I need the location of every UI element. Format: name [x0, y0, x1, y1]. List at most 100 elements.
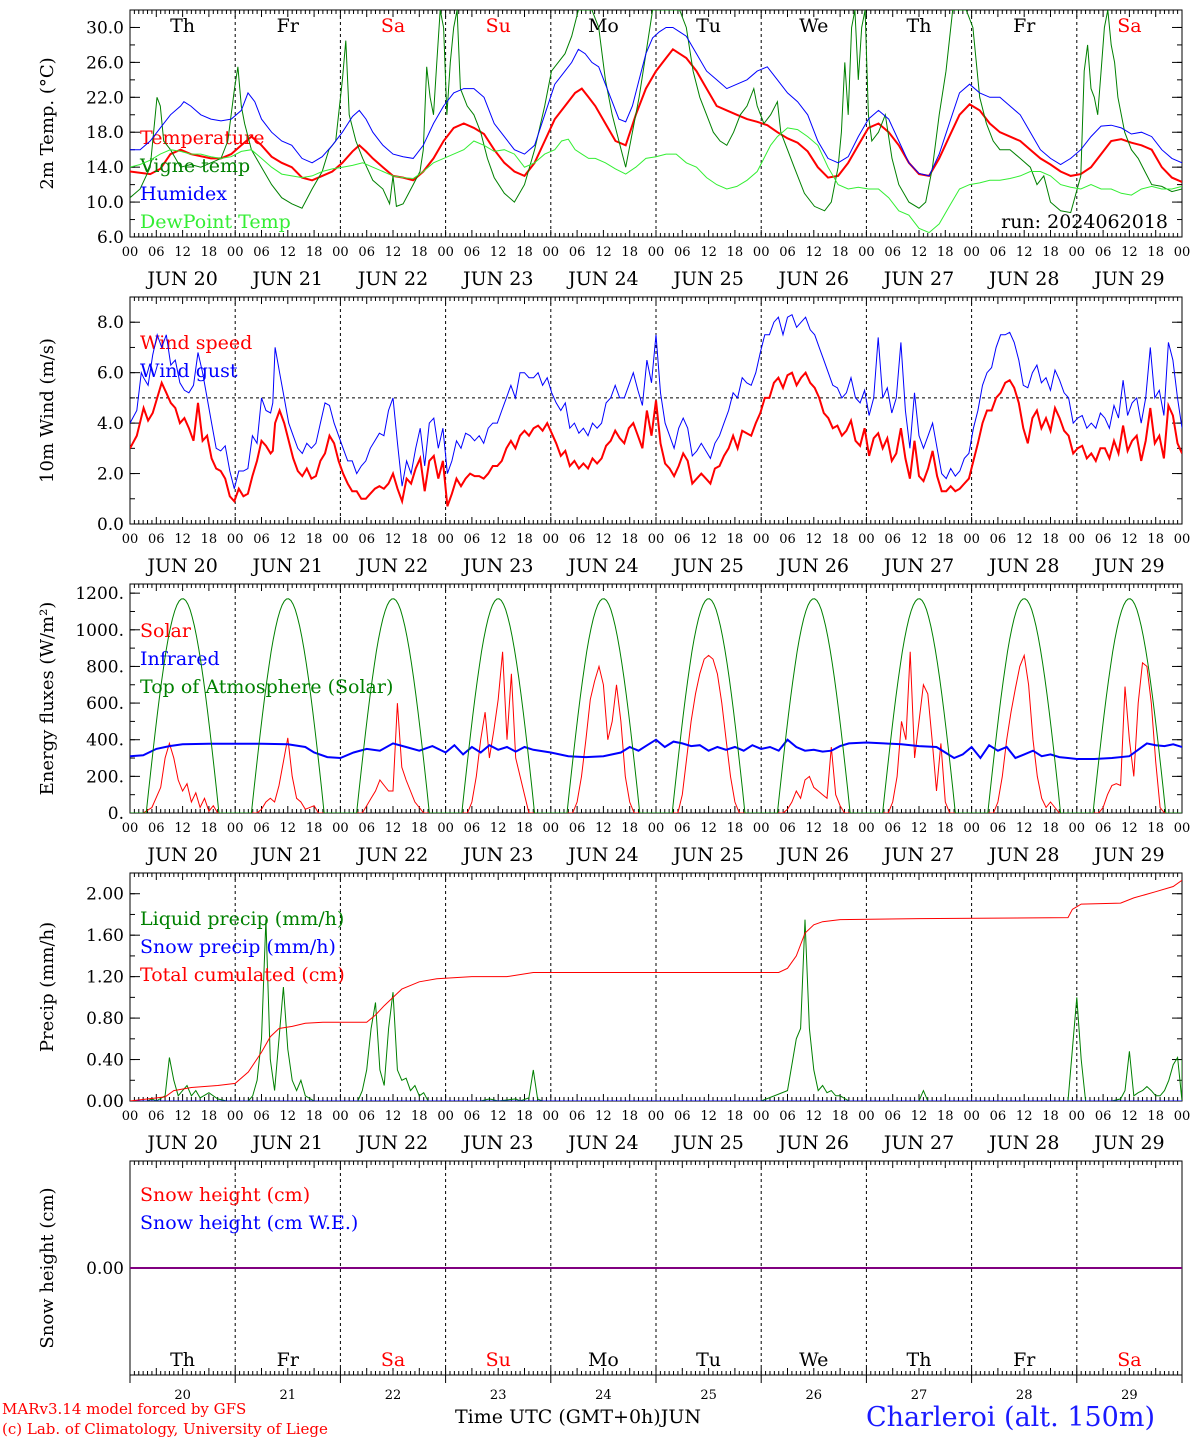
hour-tick-label: 00 — [963, 245, 980, 260]
hour-tick-label: 06 — [884, 821, 901, 836]
hour-tick-label: 00 — [543, 245, 560, 260]
date-label: JUN 22 — [356, 268, 428, 290]
day-name-label: Fr — [1013, 15, 1036, 37]
hour-tick-label: 00 — [1069, 1109, 1086, 1124]
hour-tick-label: 00 — [963, 1109, 980, 1124]
station-label: Charleroi (alt. 150m) — [866, 1402, 1155, 1433]
hour-tick-label: 06 — [884, 1109, 901, 1124]
date-label: JUN 21 — [251, 844, 323, 866]
x-axis-title-text: Time UTC (GMT+0h) — [455, 1406, 661, 1428]
hour-tick-label: 12 — [385, 1109, 402, 1124]
date-label: JUN 23 — [461, 555, 533, 577]
series-line-humidex — [130, 27, 1182, 177]
hour-tick-label: 18 — [727, 821, 744, 836]
hour-tick-label: 12 — [1016, 1109, 1033, 1124]
hour-tick-label: 12 — [385, 532, 402, 547]
y-tick-label: 6.0 — [97, 364, 124, 384]
run-label: run: 2024062018 — [1001, 211, 1168, 233]
y-tick-label: 0.00 — [86, 1259, 124, 1279]
date-label: JUN 28 — [987, 1132, 1059, 1154]
hour-tick-label: 00 — [227, 532, 244, 547]
y-tick-label: 18.0 — [86, 123, 124, 143]
day-name-label: Th — [170, 15, 195, 37]
hour-tick-label: 12 — [595, 821, 612, 836]
hour-tick-label: 18 — [516, 245, 533, 260]
hour-tick-label: 00 — [437, 245, 454, 260]
hour-tick-label: 18 — [1147, 245, 1164, 260]
series-line-total-cumulated-cm- — [130, 879, 1182, 1101]
hour-tick-label: 06 — [779, 1109, 796, 1124]
day-name-label: Fr — [277, 15, 300, 37]
hour-tick-label: 00 — [122, 245, 139, 260]
hour-tick-label: 12 — [1016, 532, 1033, 547]
hour-tick-label: 00 — [1174, 245, 1191, 260]
hour-tick-label: 00 — [332, 1109, 349, 1124]
hour-tick-label: 18 — [411, 1109, 428, 1124]
credit-model: MARv3.14 model forced by GFS — [2, 1400, 247, 1418]
y-axis-label: Precip (mm/h) — [37, 922, 58, 1052]
date-label: JUN 26 — [777, 844, 849, 866]
date-label: JUN 23 — [461, 1132, 533, 1154]
date-label: JUN 21 — [251, 268, 323, 290]
day-number-label: 26 — [806, 1388, 823, 1403]
hour-tick-label: 18 — [201, 532, 218, 547]
day-name-label: We — [799, 15, 828, 37]
hour-tick-label: 18 — [411, 821, 428, 836]
day-number-label: 21 — [280, 1388, 297, 1403]
hour-tick-label: 00 — [227, 245, 244, 260]
hour-tick-label: 06 — [148, 1109, 165, 1124]
hour-tick-label: 18 — [1042, 821, 1059, 836]
hour-tick-label: 00 — [858, 821, 875, 836]
hour-tick-label: 06 — [884, 532, 901, 547]
hour-tick-label: 06 — [358, 821, 375, 836]
hour-tick-label: 12 — [595, 1109, 612, 1124]
hour-tick-label: 12 — [174, 532, 191, 547]
hour-tick-label: 12 — [1121, 821, 1138, 836]
date-label: JUN 22 — [356, 555, 428, 577]
y-tick-label: 22.0 — [86, 88, 124, 108]
y-tick-label: 6.0 — [97, 228, 124, 248]
hour-tick-label: 18 — [306, 245, 323, 260]
hour-tick-label: 18 — [1147, 821, 1164, 836]
panel-wind: 00 06 12 18 00 06 12 18 00 06 12 18 00 06 12 18 00 06 12 18… — [37, 296, 1190, 577]
y-tick-label: 4.0 — [97, 414, 124, 434]
panel-snow: 0.00 Snow height (cm) Th Fr Sa Su Mo Tu We Th Fr Sa… — [37, 1160, 1183, 1403]
legend-infrared: Infrared — [140, 648, 220, 670]
date-label: JUN 24 — [566, 1132, 638, 1154]
date-label: JUN 29 — [1092, 844, 1164, 866]
hour-tick-label: 06 — [464, 821, 481, 836]
hour-tick-label: 18 — [516, 532, 533, 547]
date-label: JUN 25 — [671, 844, 743, 866]
day-name-label: Sa — [1117, 15, 1141, 37]
date-label: JUN 29 — [1092, 555, 1164, 577]
hour-tick-label: 06 — [1095, 245, 1112, 260]
hour-tick-label: 06 — [674, 1109, 691, 1124]
hour-tick-label: 00 — [648, 532, 665, 547]
hour-tick-label: 06 — [253, 1109, 270, 1124]
hour-tick-label: 00 — [543, 1109, 560, 1124]
y-tick-label: 26.0 — [86, 53, 124, 73]
hour-tick-label: 00 — [332, 821, 349, 836]
y-tick-label: 1.60 — [86, 926, 124, 946]
hour-tick-label: 00 — [227, 1109, 244, 1124]
hour-tick-label: 06 — [990, 821, 1007, 836]
y-tick-label: 1000. — [75, 621, 124, 641]
hour-tick-label: 18 — [1042, 532, 1059, 547]
hour-tick-label: 00 — [437, 1109, 454, 1124]
hour-tick-label: 00 — [227, 821, 244, 836]
hour-tick-label: 00 — [753, 821, 770, 836]
hour-tick-label: 18 — [201, 245, 218, 260]
hour-tick-label: 06 — [779, 821, 796, 836]
hour-tick-label: 00 — [963, 532, 980, 547]
y-tick-label: 1.20 — [86, 968, 124, 988]
panel-temperature: 00 06 12 18 00 06 12 18 00 06 12 18 00 06 12 18 00 06 12 18… — [37, 9, 1191, 290]
series-line-solar — [130, 651, 1182, 813]
y-tick-label: 200. — [86, 767, 124, 787]
hour-tick-label: 00 — [648, 1109, 665, 1124]
y-axis-label: Energy fluxes (W/m²) — [37, 602, 58, 796]
hour-tick-label: 12 — [700, 532, 717, 547]
x-axis-title: Time UTC (GMT+0h)JUN — [455, 1406, 701, 1428]
hour-tick-label: 00 — [1174, 1109, 1191, 1124]
date-label: JUN 20 — [145, 555, 217, 577]
date-label: JUN 29 — [1092, 1132, 1164, 1154]
